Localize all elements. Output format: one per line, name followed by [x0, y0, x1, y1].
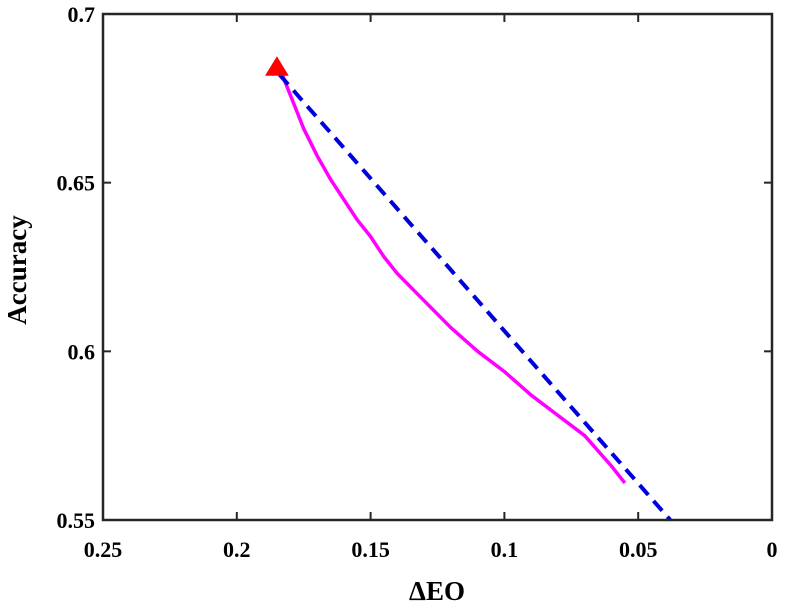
y-tick-label-3: 0.7: [68, 2, 96, 27]
series-layer: [265, 56, 672, 522]
y-tick-label-2: 0.65: [57, 171, 96, 196]
x-tick-label-3: 0.1: [491, 537, 519, 562]
tick-label-layer: 0.25 0.2 0.15 0.1 0.05 0 0.55 0.6 0.65 0.7: [57, 2, 778, 562]
y-tick-label-0: 0.55: [57, 508, 96, 533]
plot-border: [101, 12, 774, 522]
x-tick-label-4: 0.05: [619, 537, 658, 562]
y-axis-title: Accuracy: [2, 215, 32, 325]
tick-layer: [101, 12, 774, 522]
x-tick-label-1: 0.2: [223, 537, 251, 562]
y-tick-label-1: 0.6: [68, 339, 96, 364]
x-tick-label-2: 0.15: [351, 537, 390, 562]
series-line-2-dashed: [278, 73, 672, 522]
marker-triangle-1: [265, 56, 289, 76]
plot-area: [103, 14, 772, 520]
x-tick-label-5: 0: [767, 537, 778, 562]
series-line-1-solid: [280, 74, 627, 484]
plot-background: [103, 14, 772, 520]
x-axis-title: ΔEO: [409, 576, 465, 606]
x-tick-label-0: 0.25: [84, 537, 123, 562]
